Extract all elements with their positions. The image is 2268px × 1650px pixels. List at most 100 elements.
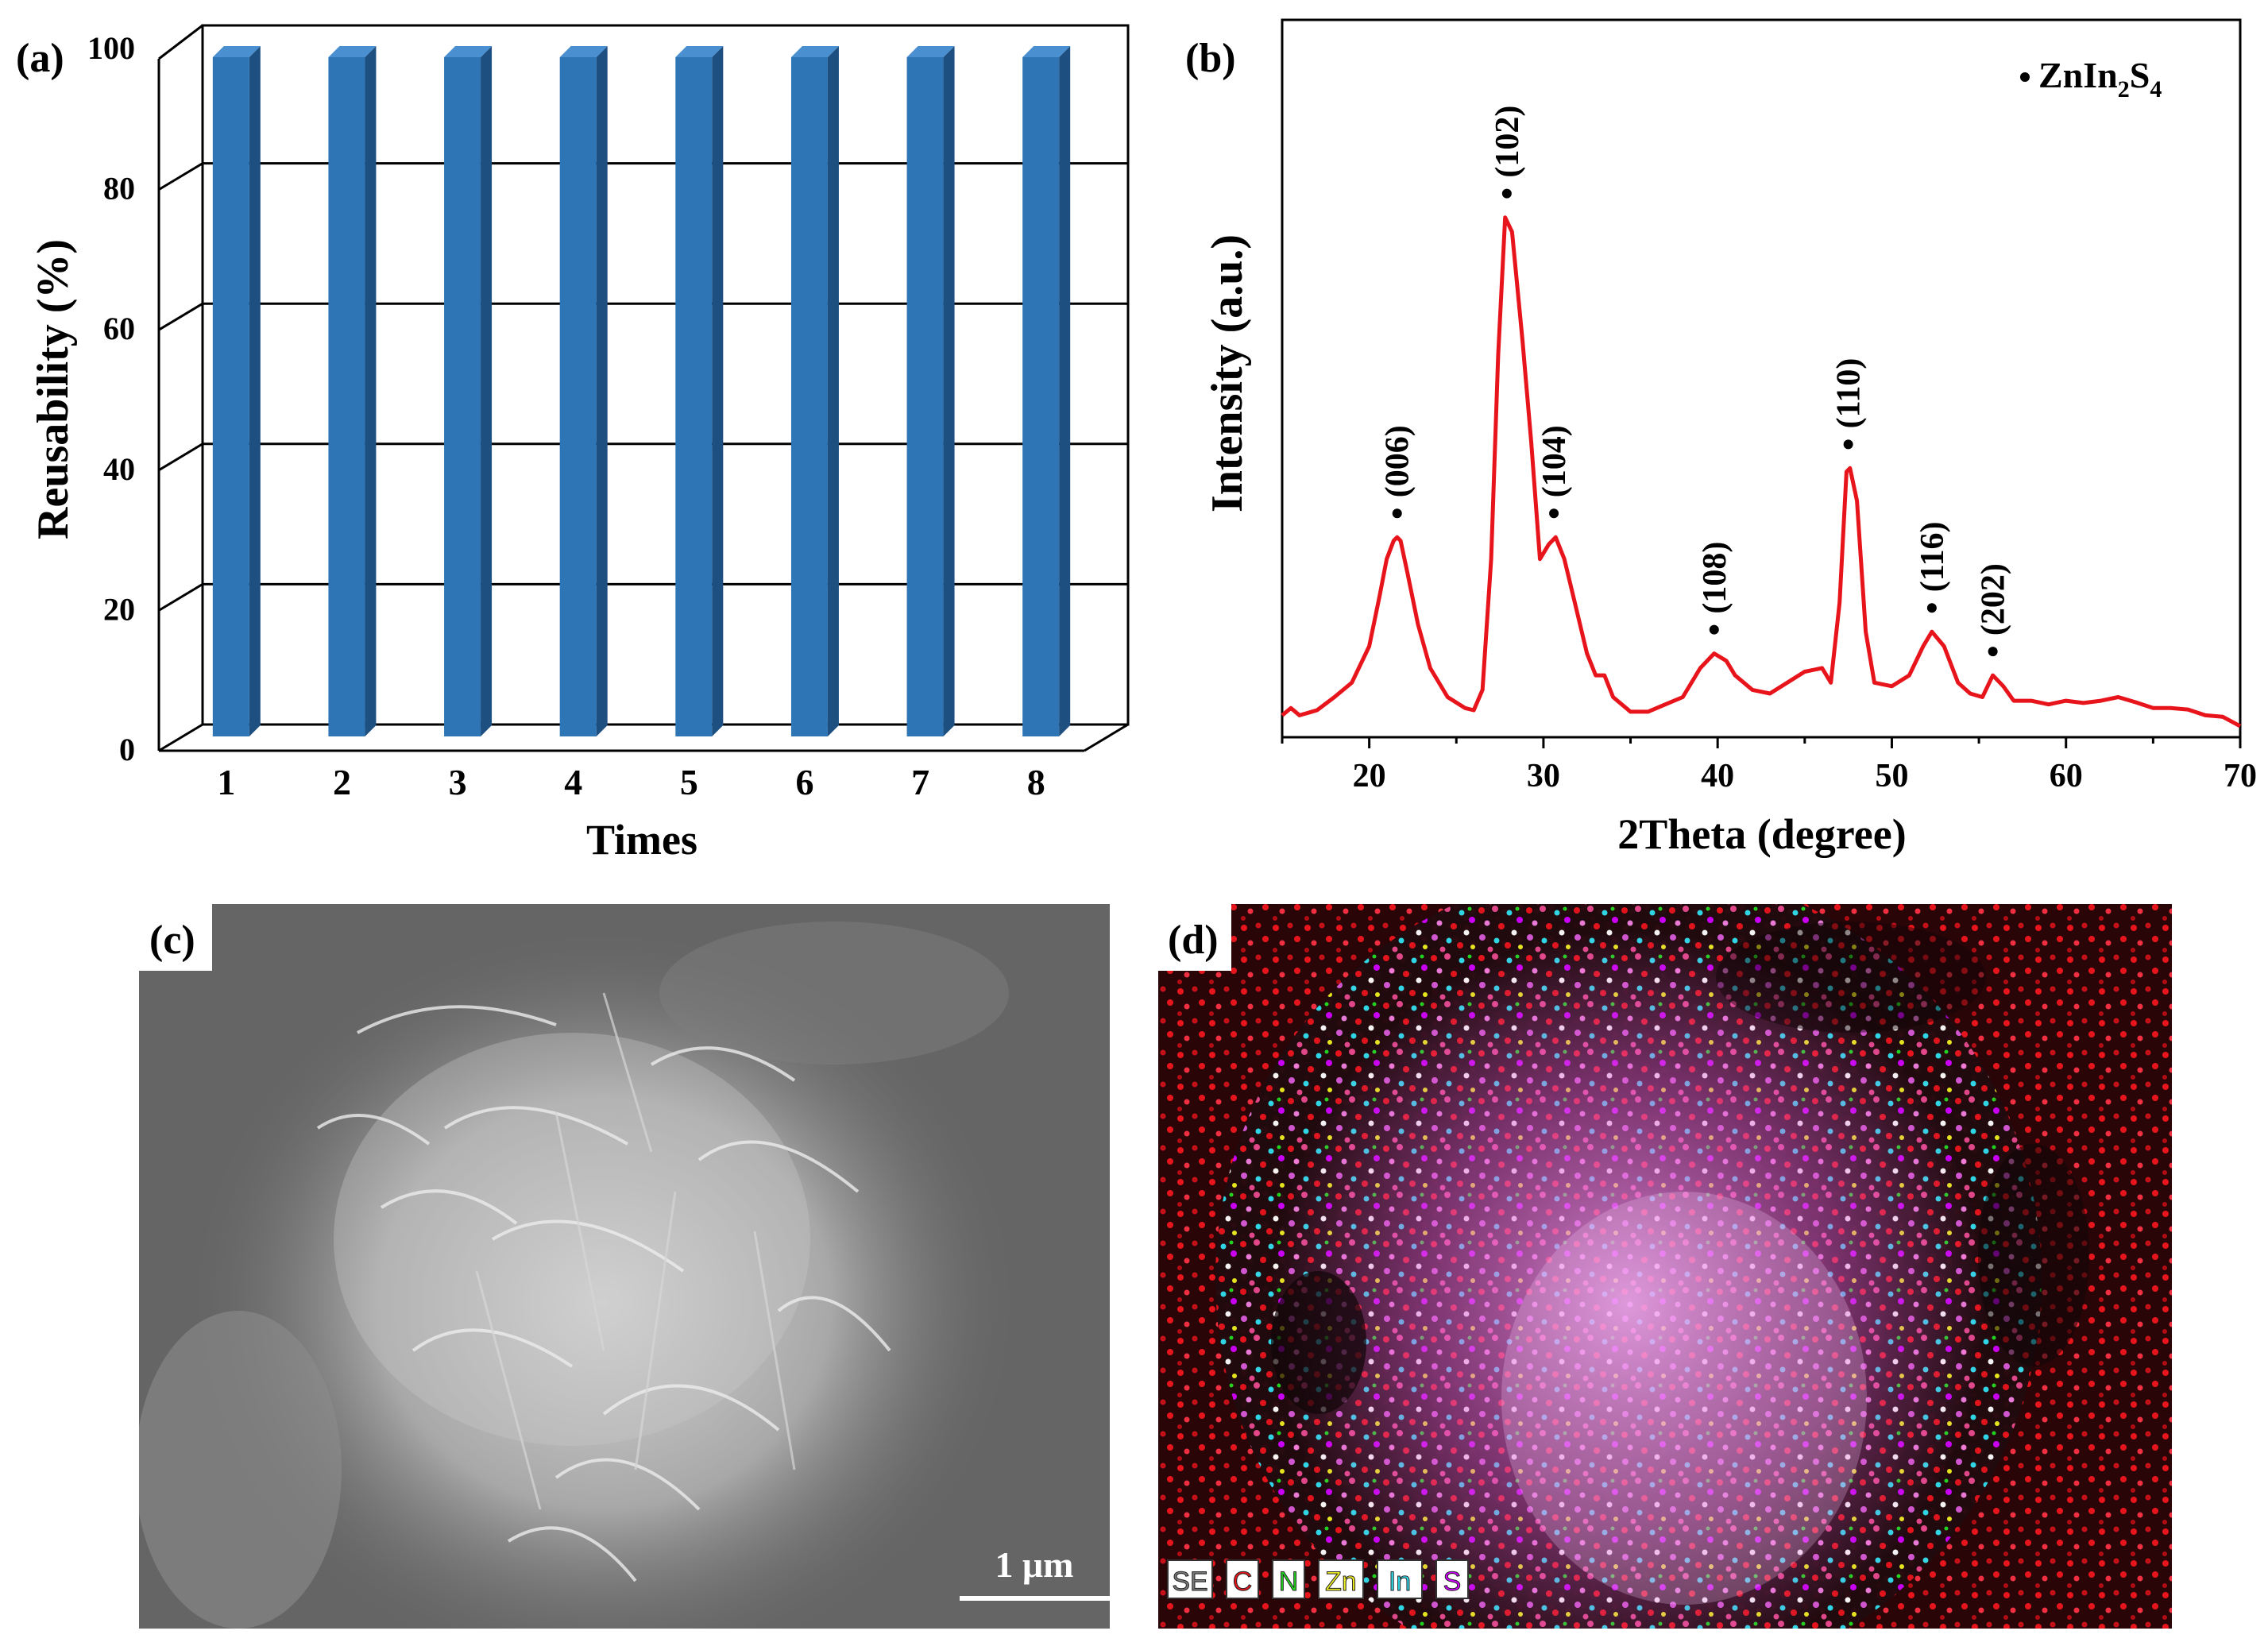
y-tick-label: 0: [119, 732, 135, 767]
y-tick-label: 20: [103, 591, 135, 627]
element-legend-item: SE: [1167, 1559, 1213, 1599]
y-tick-label: 100: [87, 30, 135, 66]
bar: [790, 46, 839, 736]
bar-top: [906, 46, 955, 57]
legend-entry: ZnIn2S4: [2038, 55, 2162, 102]
element-legend-item: In: [1377, 1559, 1423, 1599]
peak-annotation: (116): [1914, 522, 1951, 613]
peak-label: (006): [1380, 425, 1416, 497]
intensity-axis-label: Intensity (a.u.): [1203, 234, 1252, 512]
element-legend-item: S: [1435, 1559, 1469, 1599]
reusability-y-ticks: 0 20 40 60 80 100: [87, 30, 135, 767]
bar-top: [328, 46, 377, 57]
x-tick-label: 8: [1027, 762, 1045, 802]
xrd-pattern-chart: (b) (006)(102)(104)(108)(110)(116)(202) …: [1185, 18, 2257, 858]
peak-annotation: (202): [1976, 563, 2012, 657]
bar-front: [906, 57, 944, 736]
bar-top: [1022, 46, 1071, 57]
x-tick-label: 30: [1527, 758, 1560, 794]
peak-label: (108): [1697, 542, 1733, 614]
element-legend: SE C N Zn In S: [1167, 1559, 1469, 1599]
bar-front: [790, 57, 828, 736]
sem-image-panel: (c) 1 μm: [139, 904, 1112, 1629]
legend-element-symbol: N: [1279, 1567, 1299, 1597]
bar-front: [444, 57, 481, 736]
legend-element-symbol: Zn: [1325, 1567, 1357, 1597]
x-tick-label: 3: [449, 762, 467, 802]
legend-element-symbol: SE: [1172, 1567, 1207, 1597]
bar-top: [790, 46, 839, 57]
side-top-edge: [158, 24, 203, 60]
bar-side: [249, 46, 261, 736]
peak-dot-icon: [1843, 439, 1853, 450]
bar: [328, 46, 377, 736]
bar: [906, 46, 955, 736]
bar: [559, 46, 608, 736]
x-tick-label: 6: [795, 762, 813, 802]
legend-element-symbol: In: [1389, 1567, 1411, 1597]
panel-c-label-box: [139, 904, 212, 971]
legend-dot-icon: [2020, 72, 2030, 82]
bar: [1022, 46, 1071, 736]
bar-top: [559, 46, 608, 57]
peak-dot-icon: [1549, 508, 1559, 519]
bar-front: [328, 57, 365, 736]
xrd-intensity-line: [1281, 215, 2242, 728]
reusability-axis-label: Reusability (%): [29, 239, 78, 539]
panel-b-label: (b): [1185, 36, 1236, 81]
peak-dot-icon: [1392, 508, 1402, 519]
bar-front: [212, 57, 249, 736]
x-tick-label: 1: [217, 762, 235, 802]
legend-swatch: [1318, 1559, 1364, 1599]
x-tick-label: 5: [680, 762, 698, 802]
peak-dot-icon: [1709, 624, 1719, 635]
x-tick-label: 20: [1353, 758, 1386, 794]
peak-dot-icon: [1988, 647, 1998, 657]
peak-annotation: (102): [1489, 106, 1526, 199]
reusability-x-ticks: 1 2 3 4 5 6 7 8: [217, 762, 1045, 802]
bar-side: [365, 46, 377, 736]
legend-element-symbol: C: [1233, 1567, 1253, 1597]
legend-swatch: [1435, 1559, 1469, 1599]
y-tick-label: 60: [103, 311, 135, 346]
xrd-peak-labels: (006) (102) (104) (108) (110) (116) (202): [1380, 106, 2012, 657]
floor-right-edge: [1084, 723, 1129, 752]
peak-annotation: (108): [1697, 542, 1733, 635]
y-tick-label: 40: [103, 451, 135, 487]
legend-swatch: [1226, 1559, 1259, 1599]
panel-d-label: (d): [1168, 918, 1219, 963]
eds-elemental-map: [1158, 904, 2172, 1629]
bar: [444, 46, 493, 736]
element-legend-item: N: [1272, 1559, 1305, 1599]
peak-annotation: (006): [1380, 425, 1416, 519]
times-axis-label: Times: [586, 816, 697, 864]
xrd-plot-frame: [1281, 18, 2242, 739]
element-legend-item: C: [1226, 1559, 1259, 1599]
bar-side: [943, 46, 955, 736]
panel-c-label: (c): [149, 918, 195, 963]
bar-front: [675, 57, 713, 736]
x-tick-label: 40: [1701, 758, 1734, 794]
peak-dot-icon: [1501, 188, 1512, 199]
grid-side-line: [158, 583, 203, 612]
grid-side-line: [158, 302, 203, 331]
bar-side: [1059, 46, 1071, 736]
bar-side: [712, 46, 724, 736]
floor-left-edge: [158, 723, 203, 752]
x-tick-label: 60: [2050, 758, 2083, 794]
peak-annotation: (110): [1831, 358, 1868, 450]
element-legend-item: Zn: [1318, 1559, 1364, 1599]
two-theta-axis-label: 2Theta (degree): [1617, 810, 1906, 858]
x-tick-label: 4: [564, 762, 582, 802]
x-tick-label: 7: [911, 762, 929, 802]
legend-swatch: [1167, 1559, 1213, 1599]
legend-swatch: [1272, 1559, 1305, 1599]
bar-top: [444, 46, 493, 57]
y-tick-label: 80: [103, 171, 135, 207]
bar: [212, 46, 261, 736]
bar-top: [675, 46, 724, 57]
reusability-bars: [212, 46, 1071, 736]
bar-top: [212, 46, 261, 57]
eds-map-panel: (d) SE C N Zn In S: [1158, 904, 2172, 1629]
